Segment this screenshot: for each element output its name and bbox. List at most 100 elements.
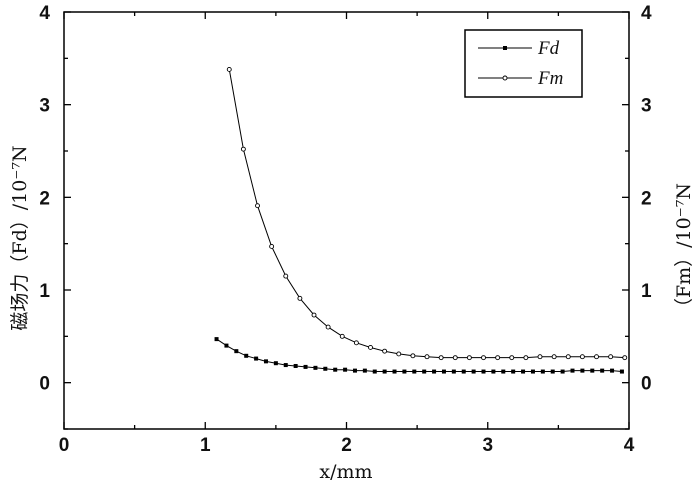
- data-point-fd: [580, 368, 585, 373]
- data-point-fd: [254, 356, 259, 361]
- legend-entry-fd: Fd: [478, 38, 560, 59]
- data-point-fm: [325, 324, 331, 330]
- y-left-tick-label: 2: [39, 188, 50, 209]
- data-point-fd: [619, 369, 624, 374]
- data-point-fm: [608, 354, 614, 360]
- x-tick-label: 0: [59, 435, 70, 456]
- legend-label-fm: Fm: [537, 68, 563, 89]
- data-point-fm: [424, 354, 430, 360]
- data-point-fm: [509, 355, 515, 361]
- data-point-fd: [293, 363, 298, 368]
- data-point-fd: [491, 369, 496, 374]
- data-point-fd: [343, 367, 348, 372]
- data-point-fm: [368, 345, 373, 350]
- y-right-tick-label: 3: [641, 96, 652, 117]
- data-point-fd: [224, 343, 229, 348]
- axis-ticks: [63, 11, 630, 430]
- data-point-fd: [432, 369, 437, 374]
- y-right-tick-label: 4: [641, 3, 652, 24]
- data-point-fm: [523, 355, 529, 361]
- data-point-fm: [269, 243, 275, 249]
- data-point-fd: [392, 369, 397, 374]
- data-point-fd: [461, 369, 466, 374]
- data-point-fm: [622, 355, 628, 361]
- data-point-fm: [579, 354, 585, 360]
- legend-box: [464, 29, 583, 98]
- data-point-fm: [311, 312, 317, 318]
- data-point-fm: [452, 355, 458, 361]
- legend: Fd Fm: [464, 29, 583, 98]
- series-fd: [214, 337, 624, 374]
- data-point-fd: [521, 369, 526, 374]
- data-point-fd: [501, 369, 506, 374]
- data-point-fd: [610, 368, 615, 373]
- data-point-fd: [441, 369, 446, 374]
- data-point-fm: [466, 355, 472, 361]
- data-point-fm: [481, 355, 486, 361]
- data-point-fd: [273, 361, 278, 366]
- data-point-fm: [382, 348, 388, 354]
- data-point-fd: [570, 368, 575, 373]
- data-point-fd: [451, 369, 456, 374]
- data-point-fd: [313, 365, 318, 370]
- data-point-fd: [283, 363, 288, 368]
- legend-marker: [502, 75, 508, 81]
- x-tick-label: 4: [624, 435, 635, 456]
- series-fm: [226, 67, 628, 361]
- data-point-fd: [481, 369, 486, 374]
- series-line: [228, 69, 625, 359]
- data-point-fd: [323, 366, 328, 371]
- data-point-fm: [594, 354, 599, 360]
- data-point-fd: [352, 368, 357, 373]
- data-point-fd: [590, 368, 595, 373]
- data-point-fm: [396, 351, 402, 357]
- data-point-fm: [438, 355, 444, 361]
- data-point-fm: [283, 273, 289, 279]
- data-point-fd: [422, 369, 427, 374]
- data-point-fm: [297, 295, 303, 301]
- series-layer: [214, 67, 628, 374]
- data-point-fd: [214, 337, 219, 342]
- data-point-fd: [244, 353, 249, 358]
- data-point-fd: [560, 369, 565, 374]
- data-point-fd: [263, 359, 268, 364]
- data-point-fm: [240, 146, 246, 152]
- y-left-tick-label: 4: [39, 3, 50, 24]
- axis-tick-labels: 0 1 2 3 4 0 1 2 3 4 0 1 2 3 4: [39, 3, 652, 456]
- y-left-tick-label: 1: [39, 281, 50, 302]
- data-point-fm: [537, 354, 543, 360]
- data-point-fd: [333, 367, 338, 372]
- data-point-fm: [226, 67, 232, 72]
- data-point-fm: [255, 203, 260, 209]
- right-y-axis-title: （Fm）/10⁻⁷N: [673, 183, 695, 317]
- data-point-fm: [565, 354, 571, 360]
- data-point-fd: [234, 349, 239, 354]
- data-point-fm: [353, 340, 359, 346]
- data-point-fd: [402, 369, 407, 374]
- data-point-fd: [530, 369, 535, 374]
- y-right-tick-label: 0: [641, 374, 652, 395]
- series-line: [216, 338, 622, 372]
- data-point-fd: [412, 369, 417, 374]
- data-point-fd: [600, 368, 605, 373]
- y-right-tick-label: 1: [641, 281, 652, 302]
- data-point-fd: [471, 369, 476, 374]
- data-point-fm: [339, 333, 345, 339]
- x-tick-label: 3: [482, 435, 493, 456]
- x-tick-label: 1: [200, 435, 211, 456]
- data-point-fd: [382, 369, 387, 374]
- data-point-fd: [511, 369, 516, 374]
- y-right-tick-label: 2: [641, 188, 652, 209]
- data-point-fm: [551, 354, 557, 360]
- data-point-fm: [410, 353, 416, 359]
- data-point-fm: [495, 355, 501, 361]
- x-tick-label: 2: [341, 435, 352, 456]
- data-point-fd: [540, 369, 545, 374]
- data-point-fd: [362, 368, 367, 373]
- legend-marker: [503, 46, 507, 50]
- legend-entry-fm: Fm: [478, 68, 563, 89]
- data-point-fd: [303, 364, 308, 369]
- y-left-tick-label: 3: [39, 96, 50, 117]
- legend-label-fd: Fd: [537, 38, 560, 59]
